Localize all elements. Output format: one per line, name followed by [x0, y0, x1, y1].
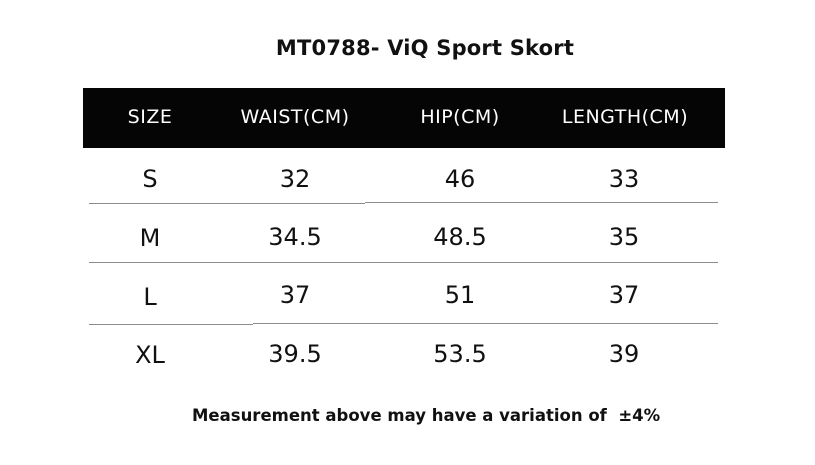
row-divider	[89, 324, 253, 325]
cell-waist: 32	[279, 165, 311, 193]
cell-hip: 51	[444, 281, 476, 309]
header-hip: HIP(CM)	[420, 106, 500, 128]
cell-size: XL	[135, 341, 165, 369]
cell-length: 35	[608, 223, 640, 251]
cell-length: 33	[608, 165, 640, 193]
header-size: SIZE	[127, 106, 173, 128]
cell-hip: 48.5	[433, 223, 487, 251]
cell-waist: 34.5	[268, 223, 322, 251]
table-header-row: SIZE WAIST(CM) HIP(CM) LENGTH(CM)	[83, 88, 725, 148]
cell-length: 37	[608, 281, 640, 309]
cell-waist: 37	[279, 281, 311, 309]
cell-size: L	[143, 283, 157, 311]
measurement-note: Measurement above may have a variation o…	[192, 406, 661, 425]
cell-hip: 46	[444, 165, 476, 193]
row-divider	[253, 323, 718, 324]
cell-size: S	[142, 165, 158, 193]
header-waist: WAIST(CM)	[240, 106, 350, 128]
cell-hip: 53.5	[433, 340, 487, 368]
page-title: MT0788- ViQ Sport Skort	[275, 36, 575, 60]
cell-length: 39	[608, 340, 640, 368]
row-divider	[89, 203, 365, 204]
cell-size: M	[139, 224, 161, 252]
row-divider	[89, 262, 718, 263]
header-length: LENGTH(CM)	[561, 106, 689, 128]
cell-waist: 39.5	[268, 340, 322, 368]
row-divider	[365, 202, 718, 203]
